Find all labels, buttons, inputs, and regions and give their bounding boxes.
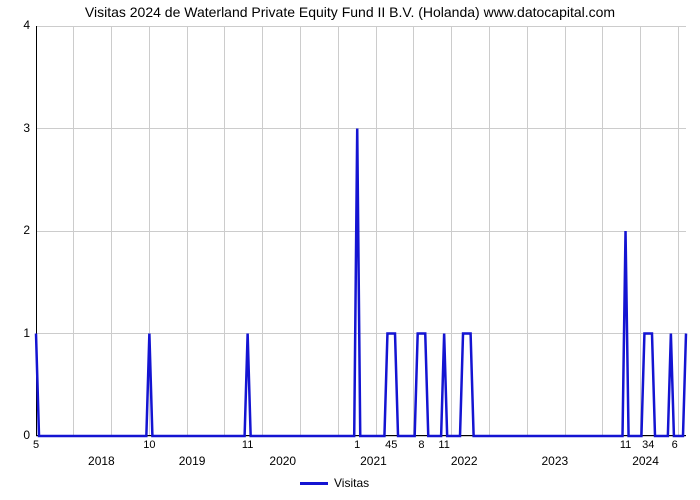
x-data-label: 10 — [139, 439, 159, 451]
x-year-label: 2021 — [360, 454, 387, 468]
x-data-label: 6 — [665, 439, 685, 451]
x-data-label: 11 — [238, 439, 258, 451]
y-tick-label: 1 — [23, 326, 30, 340]
x-year-label: 2020 — [269, 454, 296, 468]
x-data-label: 5 — [26, 439, 46, 451]
x-data-label: 34 — [638, 439, 658, 451]
series-line — [36, 26, 686, 436]
legend-label: Visitas — [334, 476, 369, 490]
x-year-label: 2022 — [451, 454, 478, 468]
chart-plot-area — [36, 26, 686, 436]
x-data-label: 11 — [616, 439, 636, 451]
y-tick-label: 3 — [23, 121, 30, 135]
legend-swatch — [300, 482, 328, 485]
x-year-label: 2019 — [179, 454, 206, 468]
x-year-label: 2018 — [88, 454, 115, 468]
x-data-label: 11 — [434, 439, 454, 451]
chart-legend: Visitas — [300, 476, 369, 490]
x-data-label: 8 — [411, 439, 431, 451]
y-tick-label: 4 — [23, 18, 30, 32]
x-data-label: 45 — [381, 439, 401, 451]
x-year-label: 2023 — [542, 454, 569, 468]
x-year-label: 2024 — [632, 454, 659, 468]
x-data-label: 1 — [347, 439, 367, 451]
chart-title: Visitas 2024 de Waterland Private Equity… — [0, 4, 700, 20]
y-tick-label: 2 — [23, 223, 30, 237]
